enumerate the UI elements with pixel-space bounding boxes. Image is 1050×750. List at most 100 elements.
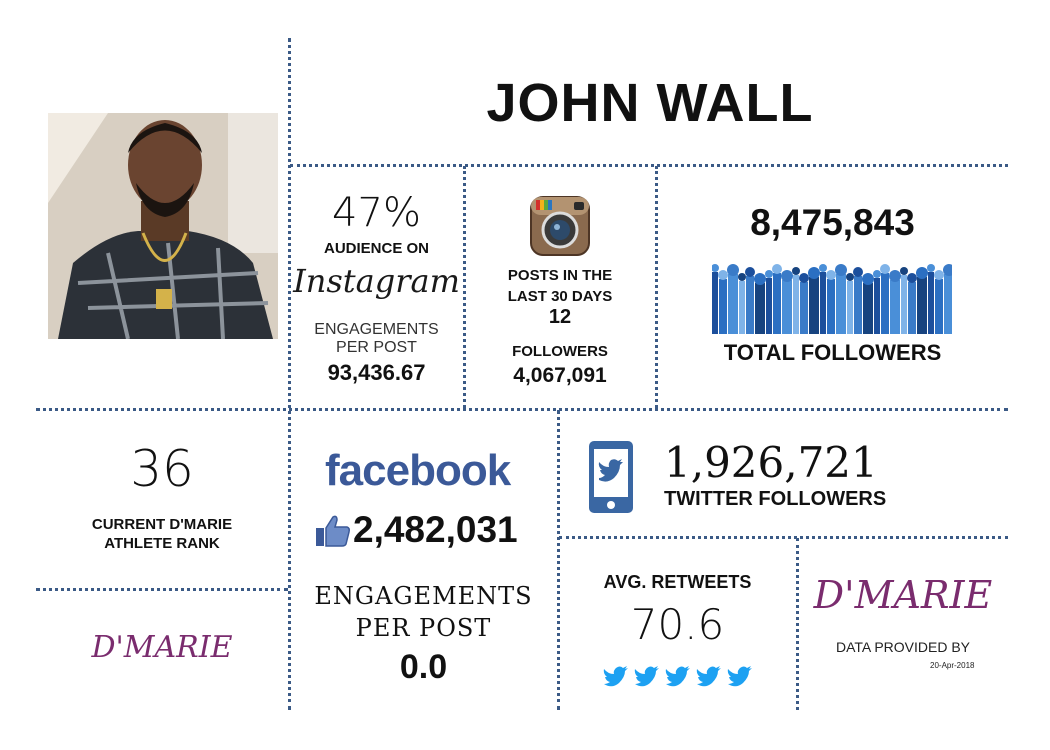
crowd-figure	[847, 281, 853, 334]
twitter-bird-icon	[603, 666, 628, 687]
athlete-photo	[48, 113, 278, 339]
divider	[655, 166, 658, 408]
twitter-bird-icon	[665, 666, 690, 687]
athlete-name: JOHN WALL	[486, 73, 814, 133]
rank-label: CURRENT D'MARIE ATHLETE RANK	[36, 515, 288, 553]
crowd-figure	[719, 279, 727, 334]
crowd-head	[711, 264, 719, 272]
twitter-bird-icon	[727, 666, 752, 687]
crowd-head	[792, 267, 800, 275]
divider	[559, 536, 1008, 539]
crowd-figure	[944, 274, 954, 334]
crowd-figure	[874, 278, 880, 334]
crowd-figure	[712, 272, 718, 334]
crowd-head	[772, 264, 782, 274]
divider	[796, 538, 799, 710]
crowd-figure	[728, 274, 738, 334]
instagram-followers-value: 4,067,091	[513, 364, 607, 387]
rank-label-line1: CURRENT D'MARIE	[91, 516, 233, 533]
audience-percentage: 47%	[332, 190, 421, 236]
facebook-engagements-label-line1: ENGAGEMENTS	[314, 582, 533, 610]
posts-label: POSTS IN THE LAST 30 DAYS	[465, 265, 655, 307]
dmarie-logo: D'MARIE	[91, 630, 233, 665]
crowd-figure	[890, 280, 900, 334]
crowd-figure	[800, 282, 808, 334]
crowd-figure	[908, 282, 916, 334]
crowd-figure	[755, 283, 765, 334]
crowd-head	[835, 264, 847, 276]
crowd-figure	[881, 273, 889, 334]
twitter-birds	[603, 666, 753, 690]
divider	[290, 164, 1008, 167]
crowd-figure	[782, 280, 792, 334]
crowd-head	[799, 273, 809, 283]
crowd-head	[765, 270, 773, 278]
crowd-head	[916, 267, 928, 279]
dmarie-logo-large: D'MARIE	[813, 573, 993, 617]
crowd-figure	[827, 279, 835, 334]
crowd-figure	[863, 283, 873, 334]
instagram-wordmark: Instagram	[293, 262, 460, 300]
engagements-label-line2: PER POST	[336, 339, 417, 356]
posts-value: 12	[548, 306, 572, 328]
crowd-head	[808, 267, 820, 279]
phone-twitter-icon	[588, 440, 634, 514]
crowd-figure	[836, 274, 846, 334]
crowd-head	[853, 267, 863, 277]
audience-label: AUDIENCE ON	[323, 240, 429, 257]
crowd-figure	[766, 278, 772, 334]
divider	[36, 588, 288, 591]
rank-label-line2: ATHLETE RANK	[104, 535, 220, 552]
crowd-head	[754, 273, 766, 285]
crowd-figure	[928, 272, 934, 334]
crowd-figure	[739, 281, 745, 334]
divider	[557, 410, 560, 710]
crowd-figure	[773, 273, 781, 334]
data-provided-label: DATA PROVIDED BY	[835, 639, 971, 655]
avg-retweets-label: AVG. RETWEETS	[603, 572, 752, 592]
engagements-label-line1: ENGAGEMENTS	[314, 321, 439, 338]
instagram-camera-icon	[530, 196, 590, 256]
crowd-head	[934, 270, 944, 280]
facebook-likes: 2,482,031	[353, 509, 518, 550]
total-followers-value: 8,475,843	[750, 202, 915, 243]
facebook-engagements-label: ENGAGEMENTS PER POST	[290, 580, 557, 644]
crowd-icon	[711, 258, 955, 334]
crowd-head	[889, 270, 901, 282]
crowd-figure	[935, 279, 943, 334]
engagements-label: ENGAGEMENTS PER POST	[290, 321, 463, 357]
twitter-followers-label: TWITTER FOLLOWERS	[664, 488, 887, 510]
crowd-head	[781, 270, 793, 282]
posts-label-line1: POSTS IN THE	[507, 267, 613, 284]
crowd-figure	[854, 276, 862, 334]
divider	[288, 38, 291, 710]
crowd-head	[846, 273, 854, 281]
twitter-followers-value: 1,926,721	[664, 438, 878, 487]
crowd-head	[738, 273, 746, 281]
crowd-figure	[793, 275, 799, 334]
crowd-head	[727, 264, 739, 276]
crowd-figure	[901, 275, 907, 334]
avg-retweets-value: 70.6	[630, 600, 725, 649]
thumbs-up-icon	[315, 514, 351, 548]
crowd-figure	[820, 272, 826, 334]
crowd-head	[927, 264, 935, 272]
crowd-head	[907, 273, 917, 283]
crowd-head	[826, 270, 836, 280]
crowd-head	[880, 264, 890, 274]
crowd-figure	[917, 277, 927, 334]
instagram-engagements-value: 93,436.67	[327, 360, 426, 385]
instagram-followers-label: FOLLOWERS	[512, 343, 608, 360]
crowd-head	[900, 267, 908, 275]
divider	[36, 408, 1008, 411]
data-date: 20-Apr-2018	[930, 661, 975, 670]
total-followers-label: TOTAL FOLLOWERS	[723, 340, 942, 365]
crowd-head	[862, 273, 874, 285]
twitter-bird-icon	[696, 666, 721, 687]
crowd-figure	[746, 276, 754, 334]
posts-label-line2: LAST 30 DAYS	[507, 288, 613, 305]
rank-value: 36	[130, 440, 194, 498]
facebook-engagements-label-line2: PER POST	[355, 614, 492, 642]
facebook-wordmark: facebook	[325, 446, 511, 495]
twitter-bird-icon	[634, 666, 659, 687]
